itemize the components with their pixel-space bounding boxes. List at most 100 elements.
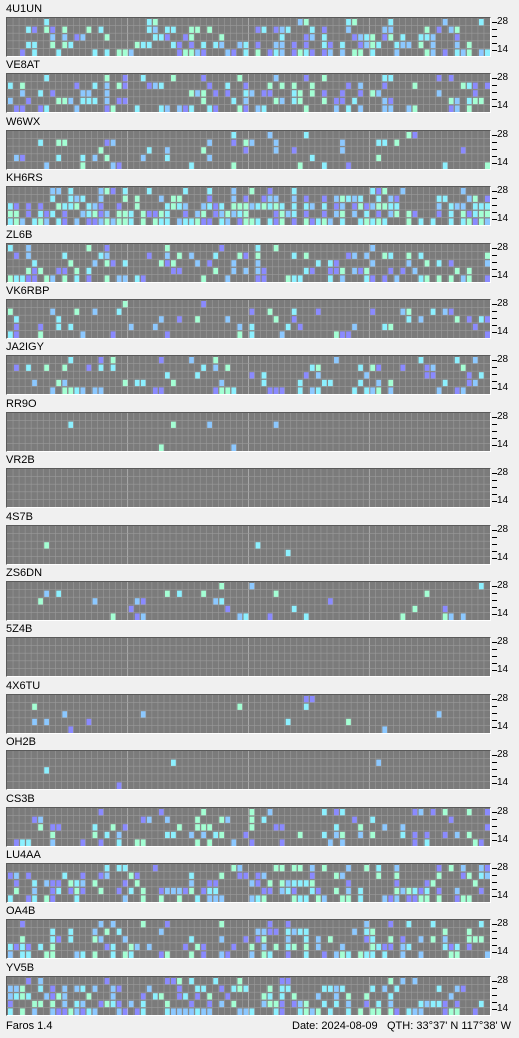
- signal-cell: [243, 267, 249, 274]
- signal-cell: [352, 195, 358, 203]
- signal-cell: [352, 387, 358, 395]
- signal-cell: [255, 872, 261, 880]
- signal-cell: [243, 936, 249, 944]
- signal-cell: [460, 865, 466, 872]
- signal-cell: [14, 364, 20, 372]
- signal-cell: [189, 1000, 195, 1008]
- signal-cell: [273, 41, 279, 49]
- signal-cell: [86, 90, 92, 98]
- signal-cell: [418, 951, 424, 959]
- signal-cell: [56, 887, 62, 895]
- band-label-bottom: 14: [497, 946, 509, 958]
- signal-cell: [418, 316, 424, 323]
- signal-cell: [255, 244, 261, 252]
- signal-cell: [128, 323, 134, 331]
- band-label-bottom: 14: [497, 495, 509, 507]
- signal-cell: [285, 26, 291, 34]
- signal-cell: [346, 1008, 352, 1015]
- signal-cell: [279, 992, 285, 1000]
- signal-cell: [418, 252, 424, 259]
- signal-cell: [171, 267, 177, 274]
- signal-cell: [56, 203, 62, 210]
- signal-cell: [231, 444, 237, 451]
- signal-cell: [400, 944, 406, 951]
- signal-cell: [303, 203, 309, 210]
- signal-cell: [110, 218, 116, 226]
- band-tick: [492, 726, 497, 728]
- signal-cell: [164, 977, 171, 985]
- signal-cell: [158, 195, 164, 203]
- signal-cell: [255, 259, 261, 267]
- signal-cell: [110, 105, 116, 113]
- signal-cell: [484, 872, 490, 880]
- signal-cell: [92, 259, 98, 267]
- signal-cell: [364, 1000, 370, 1008]
- band-tick: [492, 437, 497, 439]
- station-callsign: OH2B: [6, 736, 36, 749]
- band-tick: [492, 952, 497, 954]
- signal-cell: [267, 887, 273, 895]
- signal-cell: [213, 41, 219, 49]
- signal-cell: [340, 195, 346, 203]
- signal-cell: [358, 380, 364, 387]
- signal-cell: [273, 944, 279, 951]
- signal-cell: [466, 274, 472, 282]
- signal-cell: [237, 977, 243, 985]
- signal-cell: [352, 203, 358, 210]
- signal-cell: [321, 41, 327, 49]
- signal-cell: [412, 131, 418, 139]
- signal-cell: [430, 936, 436, 944]
- band-tick: [492, 261, 497, 263]
- signal-cell: [243, 1008, 249, 1015]
- signal-cell: [8, 872, 14, 880]
- signal-cell: [237, 105, 243, 113]
- band-tick: [492, 614, 497, 615]
- signal-cell: [279, 34, 285, 41]
- signal-cell: [382, 951, 388, 959]
- signal-cell: [32, 703, 38, 710]
- signal-cell: [189, 357, 195, 364]
- signal-cell: [297, 880, 303, 887]
- signal-cell: [14, 838, 20, 846]
- signal-cell: [104, 252, 110, 259]
- signal-cell: [62, 364, 68, 372]
- propagation-grid-svg: [7, 864, 490, 902]
- signal-cell: [237, 252, 243, 259]
- signal-cell: [388, 387, 394, 395]
- signal-cell: [213, 357, 219, 364]
- signal-cell: [291, 865, 297, 872]
- signal-cell: [424, 364, 430, 372]
- signal-cell: [20, 82, 26, 90]
- signal-cell: [231, 139, 237, 146]
- signal-cell: [315, 372, 321, 380]
- signal-cell: [430, 1000, 436, 1008]
- signal-cell: [92, 598, 98, 605]
- signal-cell: [436, 895, 442, 902]
- band-tick: [492, 162, 497, 164]
- signal-cell: [171, 977, 177, 985]
- signal-cell: [201, 944, 207, 951]
- band-tick: [492, 769, 497, 771]
- signal-cell: [171, 203, 177, 210]
- signal-cell: [358, 895, 364, 902]
- station-callsign: JA2IGY: [6, 341, 44, 354]
- signal-cell: [406, 210, 412, 218]
- band-tick: [492, 480, 497, 482]
- signal-cell: [122, 880, 128, 887]
- signal-cell: [249, 188, 255, 195]
- signal-cell: [225, 992, 231, 1000]
- signal-cell: [346, 880, 352, 887]
- signal-cell: [128, 872, 134, 880]
- signal-cell: [261, 944, 267, 951]
- signal-cell: [86, 274, 92, 282]
- signal-cell: [460, 274, 466, 282]
- band-tick: [492, 43, 497, 44]
- signal-cell: [152, 323, 158, 331]
- signal-cell: [219, 1000, 225, 1008]
- signal-cell: [478, 19, 484, 26]
- signal-cell: [80, 1000, 86, 1008]
- signal-cell: [74, 105, 80, 113]
- signal-cell: [80, 872, 86, 880]
- signal-cell: [26, 26, 32, 34]
- signal-cell: [436, 259, 442, 267]
